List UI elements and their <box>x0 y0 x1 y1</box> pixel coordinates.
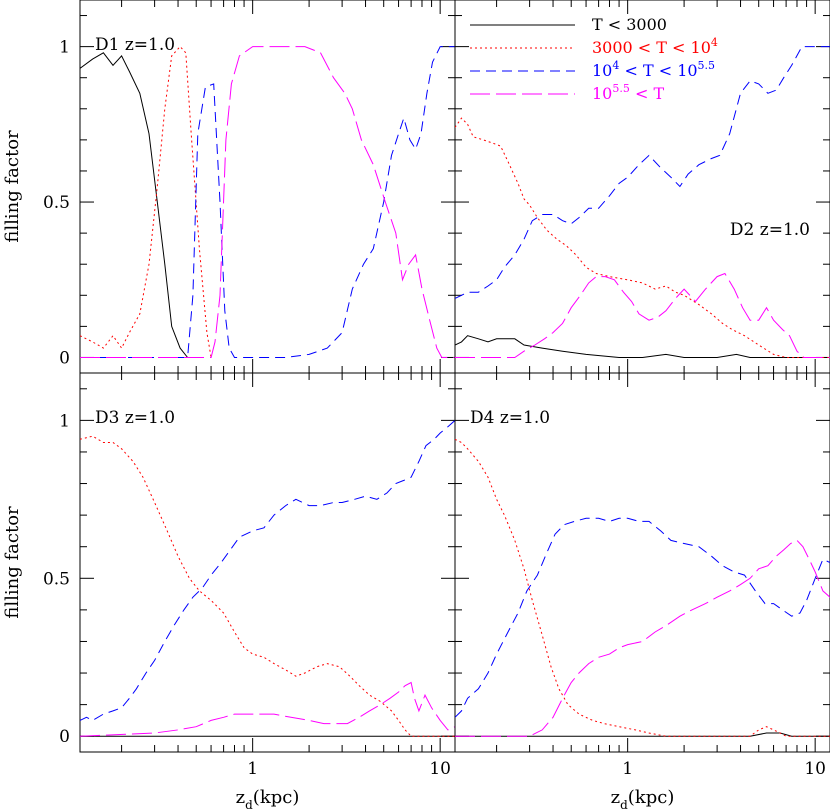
series-group <box>455 46 830 358</box>
series-line-cold <box>80 52 188 358</box>
x-axis-label-sub: d <box>620 798 628 810</box>
series-line-cool <box>455 117 830 358</box>
series-line-cold <box>455 732 830 737</box>
legend-text-part: 10 <box>592 84 612 103</box>
panel-4: 1 10 zd(kpc) D4 z=1.0 <box>454 372 830 810</box>
panel-frame <box>79 0 456 374</box>
legend-text-sup: 5.5 <box>612 82 630 95</box>
series-line-warm <box>455 46 830 299</box>
panel-label: D1 z=1.0 <box>95 35 175 55</box>
x-axis-label-sub: d <box>245 798 253 810</box>
legend-text-part: < T < 10 <box>619 61 697 80</box>
panel-label: D2 z=1.0 <box>730 220 810 240</box>
x-axis-label: zd(kpc) <box>611 787 675 810</box>
legend-text-sup: 4 <box>711 36 718 49</box>
x-tick-label: 10 <box>804 759 826 779</box>
x-axis-label-unit: (kpc) <box>253 787 300 808</box>
series-group <box>80 420 455 737</box>
x-axis-label-unit: (kpc) <box>628 787 675 808</box>
legend-text-part: 3000 < T < 10 <box>592 38 711 57</box>
y-tick-label: 0 <box>59 727 70 747</box>
legend-entry-cold: T < 3000 <box>592 15 667 34</box>
panel-3: 0 0.5 1 filling factor 1 10 zd(kpc) D3 z=1.0 <box>2 372 456 810</box>
y-axis-label: filling factor <box>2 506 23 619</box>
panel-1: 0 0.5 1 filling factor D1 z=1.0 <box>2 0 456 374</box>
legend-entry-cool: 3000 < T < 104 <box>592 36 718 57</box>
legend-entry-hot: 105.5 < T <box>592 82 664 103</box>
y-tick-label: 0.5 <box>43 193 70 213</box>
series-line-cool <box>80 45 212 358</box>
x-axis-label-main: z <box>236 787 245 808</box>
x-tick-label: 10 <box>429 759 451 779</box>
legend-text-sup: 4 <box>612 59 619 72</box>
series-line-hot <box>80 46 455 358</box>
y-tick-label: 1 <box>59 38 70 58</box>
panel-frame <box>454 372 830 753</box>
y-tick-label: 0 <box>59 348 70 368</box>
series-line-hot <box>455 539 830 737</box>
x-tick-label: 1 <box>247 759 258 779</box>
panel-frame <box>79 372 456 753</box>
legend-text-part: 10 <box>592 61 612 80</box>
series-group <box>80 45 455 358</box>
series-line-cold <box>455 335 830 358</box>
legend-text-part: < T <box>630 84 665 103</box>
x-axis-label-main: z <box>611 787 620 808</box>
series-line-hot <box>455 272 830 358</box>
series-line-warm <box>455 517 830 718</box>
legend-text-sup: 5.5 <box>698 59 716 72</box>
series-group <box>455 438 830 737</box>
series-line-cool <box>455 438 830 737</box>
series-line-cool <box>80 435 455 737</box>
y-tick-label: 1 <box>59 411 70 431</box>
series-line-warm <box>80 420 455 721</box>
legend-entry-warm: 104 < T < 105.5 <box>592 59 715 80</box>
y-tick-label: 0.5 <box>43 569 70 589</box>
series-line-hot <box>80 681 455 737</box>
x-tick-label: 1 <box>622 759 633 779</box>
panel-label: D4 z=1.0 <box>470 408 550 428</box>
panel-label: D3 z=1.0 <box>95 408 175 428</box>
series-line-warm <box>80 46 455 358</box>
y-axis-label: filling factor <box>2 130 23 243</box>
x-axis-label: zd(kpc) <box>236 787 300 810</box>
